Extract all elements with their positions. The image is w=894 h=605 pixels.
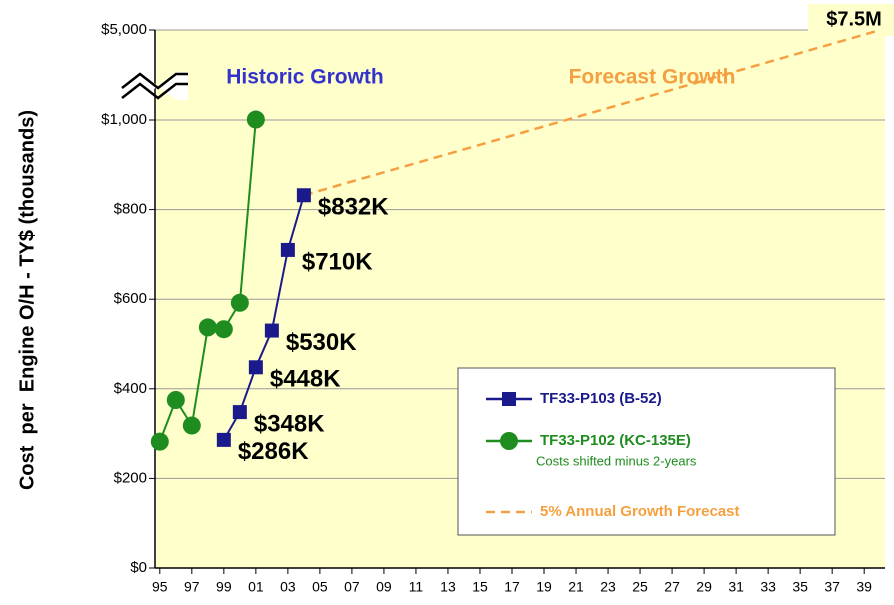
marker [150, 432, 169, 451]
x-tick-label: 95 [152, 579, 168, 595]
legend-label: TF33-P102 (KC-135E) [540, 432, 691, 449]
x-tick-label: 35 [792, 579, 808, 595]
marker [280, 242, 295, 257]
y-tick-label: $600 [114, 290, 147, 307]
marker [296, 188, 311, 203]
x-tick-label: 33 [760, 579, 776, 595]
legend-marker [500, 432, 518, 450]
marker [248, 360, 263, 375]
x-tick-label: 39 [856, 579, 872, 595]
x-tick-label: 11 [409, 579, 424, 595]
data-label: $832K [318, 194, 389, 221]
axis-break [121, 72, 188, 100]
annotation: $7.5M [826, 8, 882, 30]
series-line [303, 28, 881, 197]
marker [246, 110, 265, 129]
x-tick-label: 07 [344, 579, 360, 595]
x-tick-label: 97 [184, 579, 200, 595]
data-label: $710K [302, 248, 373, 275]
x-tick-label: 37 [824, 579, 840, 595]
x-tick-label: 21 [568, 579, 584, 595]
x-tick-label: 27 [664, 579, 680, 595]
x-tick-label: 01 [248, 579, 264, 595]
legend-marker [502, 392, 516, 406]
x-tick-label: 19 [536, 579, 552, 595]
annotation: Forecast Growth [569, 66, 736, 89]
x-tick-label: 05 [312, 579, 328, 595]
x-tick-label: 13 [440, 579, 456, 595]
marker [264, 323, 279, 338]
marker [232, 405, 247, 420]
marker [214, 320, 233, 339]
x-tick-label: 17 [504, 579, 520, 595]
x-tick-label: 03 [280, 579, 296, 595]
y-tick-label: $400 [114, 380, 147, 397]
legend-label: TF33-P103 (B-52) [540, 390, 662, 407]
legend-note: Costs shifted minus 2-years [536, 453, 697, 468]
marker [166, 391, 185, 409]
marker [216, 432, 231, 447]
x-tick-label: 25 [632, 579, 648, 595]
data-label: $448K [270, 366, 341, 393]
y-tick-label: $0 [130, 559, 147, 576]
annotation-box [808, 4, 894, 36]
data-label: $286K [238, 438, 309, 465]
x-tick-label: 29 [696, 579, 712, 595]
x-tick-label: 09 [376, 579, 392, 595]
y-tick-label: $1,000 [101, 111, 147, 128]
marker [198, 318, 217, 337]
y-tick-label: $800 [114, 201, 147, 218]
y-tick-label: $5,000 [101, 21, 147, 38]
x-tick-label: 99 [216, 579, 232, 595]
legend-box [457, 367, 836, 536]
data-label: $530K [286, 329, 357, 356]
marker [230, 293, 249, 312]
legend-label: 5% Annual Growth Forecast [540, 503, 739, 520]
x-tick-label: 23 [600, 579, 616, 595]
annotation: Historic Growth [226, 66, 384, 89]
marker [182, 416, 201, 435]
x-tick-label: 15 [472, 579, 488, 595]
y-axis-title: Cost per Engine O/H - TY$ (thousands) [16, 110, 38, 490]
data-label: $348K [254, 410, 325, 437]
x-tick-label: 31 [728, 579, 744, 595]
y-tick-label: $200 [114, 469, 147, 486]
